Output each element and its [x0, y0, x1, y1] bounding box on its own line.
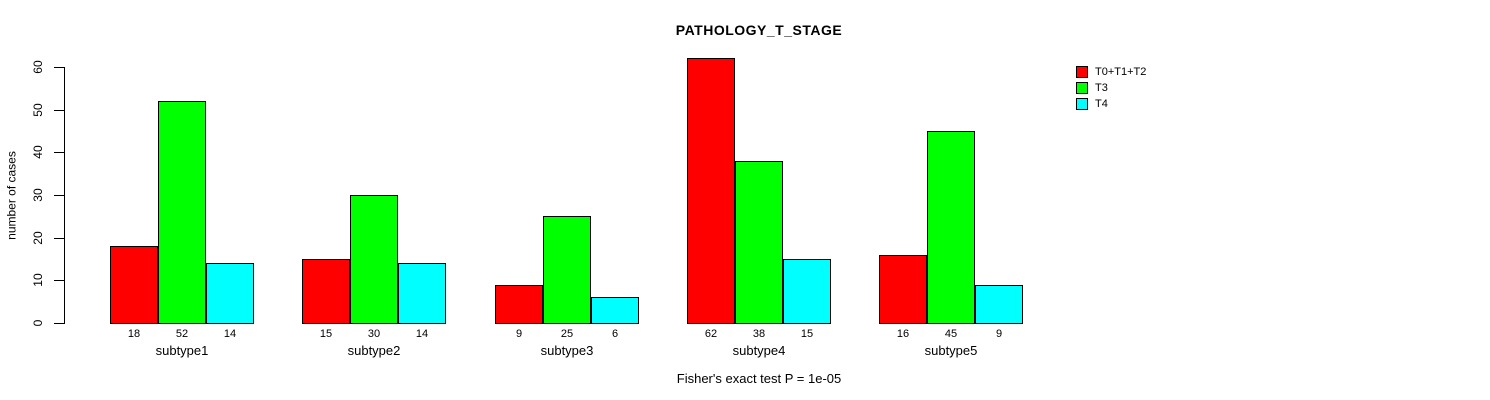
- legend-swatch-icon: [1076, 82, 1088, 94]
- bar-subtype4-T3: [735, 161, 783, 324]
- bar-subtype3-T4: [591, 297, 639, 324]
- bar-value-label: 6: [611, 328, 619, 340]
- y-tick-mark: [54, 67, 64, 68]
- legend-label: T3: [1095, 82, 1108, 94]
- legend-row: T3: [1076, 80, 1146, 96]
- y-tick-mark: [54, 195, 64, 196]
- bar-subtype1-T0+T1+T2: [110, 246, 158, 324]
- bar-subtype3-T0+T1+T2: [495, 285, 543, 324]
- y-tick-label: 30: [31, 188, 45, 202]
- category-label-subtype5: subtype5: [924, 343, 978, 358]
- y-tick-label: 50: [31, 103, 45, 117]
- y-tick-label: 0: [31, 319, 45, 327]
- y-tick-mark: [54, 238, 64, 239]
- bar-value-label: 16: [896, 328, 910, 340]
- legend-swatch-icon: [1076, 98, 1088, 110]
- bar-value-label: 45: [944, 328, 958, 340]
- legend-row: T4: [1076, 96, 1146, 112]
- legend-label: T4: [1095, 98, 1108, 110]
- legend-label: T0+T1+T2: [1095, 66, 1147, 78]
- bar-subtype5-T4: [975, 285, 1023, 324]
- bar-value-label: 15: [800, 328, 814, 340]
- bar-value-label: 38: [752, 328, 766, 340]
- category-label-subtype3: subtype3: [540, 343, 594, 358]
- y-tick-mark: [54, 152, 64, 153]
- y-tick-label: 10: [31, 273, 45, 287]
- y-tick-mark: [54, 323, 64, 324]
- bar-subtype5-T3: [927, 131, 975, 324]
- bar-subtype4-T4: [783, 259, 831, 324]
- bar-subtype2-T3: [350, 195, 398, 324]
- bar-value-label: 18: [127, 328, 141, 340]
- y-tick-mark: [54, 280, 64, 281]
- legend-row: T0+T1+T2: [1076, 64, 1146, 80]
- y-tick-mark: [54, 110, 64, 111]
- category-label-subtype1: subtype1: [155, 343, 209, 358]
- category-label-subtype2: subtype2: [347, 343, 401, 358]
- bar-value-label: 62: [704, 328, 718, 340]
- bar-subtype3-T3: [543, 216, 591, 324]
- bar-value-label: 9: [995, 328, 1003, 340]
- bar-subtype2-T0+T1+T2: [302, 259, 350, 324]
- y-tick-label: 40: [31, 145, 45, 159]
- bar-subtype5-T0+T1+T2: [879, 255, 927, 324]
- y-axis-title: number of cases: [4, 151, 19, 240]
- bar-subtype1-T3: [158, 101, 206, 324]
- bar-value-label: 14: [223, 328, 237, 340]
- y-tick-label: 20: [31, 231, 45, 245]
- bar-subtype1-T4: [206, 263, 254, 324]
- y-tick-label: 60: [31, 60, 45, 74]
- legend-swatch-icon: [1076, 66, 1088, 78]
- bar-subtype4-T0+T1+T2: [687, 58, 735, 324]
- stat-test-annotation: Fisher's exact test P = 1e-05: [676, 371, 842, 386]
- bar-value-label: 30: [367, 328, 381, 340]
- bar-value-label: 52: [175, 328, 189, 340]
- bar-value-label: 25: [560, 328, 574, 340]
- bar-value-label: 14: [415, 328, 429, 340]
- category-label-subtype4: subtype4: [732, 343, 786, 358]
- bar-subtype2-T4: [398, 263, 446, 324]
- chart-title: PATHOLOGY_T_STAGE: [675, 22, 843, 38]
- legend: T0+T1+T2 T3 T4: [1076, 64, 1146, 112]
- bar-value-label: 15: [319, 328, 333, 340]
- bar-value-label: 9: [515, 328, 523, 340]
- y-axis-line: [64, 67, 65, 324]
